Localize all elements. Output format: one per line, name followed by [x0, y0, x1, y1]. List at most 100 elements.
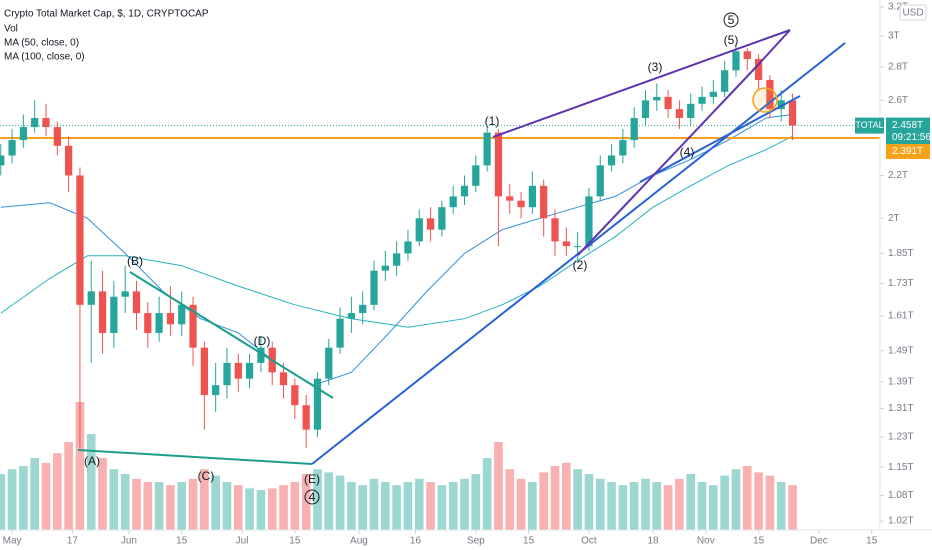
x-tick-label: Jul — [236, 536, 249, 547]
volume-bar — [335, 475, 345, 530]
candle-body — [562, 241, 570, 247]
volume-bar — [132, 478, 141, 530]
trend-line — [129, 271, 334, 399]
candle-body — [65, 145, 73, 176]
candle-body — [619, 140, 627, 156]
volume-bar — [188, 478, 198, 530]
volume-bar — [53, 453, 62, 530]
volume-bar — [505, 469, 515, 530]
wave-circle — [723, 12, 739, 28]
volume-bar — [154, 482, 164, 530]
volume-bar — [448, 482, 458, 530]
candle-body — [415, 218, 423, 242]
volume-bar — [607, 482, 616, 530]
candle-body — [483, 132, 491, 166]
candle-body — [166, 313, 175, 325]
candle-body — [404, 241, 412, 254]
candle-body — [641, 100, 650, 118]
volume-bar — [256, 490, 266, 530]
volume-bar — [200, 469, 209, 530]
x-tick-label: Oct — [581, 536, 597, 547]
y-tick-label: 1.23T — [888, 432, 914, 443]
volume-bar — [437, 485, 447, 530]
candle-body — [687, 103, 695, 118]
candle-body — [223, 362, 231, 386]
chart-title: Crypto Total Market Cap, $, 1D, CRYPTOCA… — [4, 9, 209, 20]
candle-body — [607, 155, 616, 166]
candle-body — [234, 362, 242, 379]
volume-bar — [482, 458, 492, 530]
candle-body — [573, 246, 582, 248]
candle-body — [460, 185, 469, 197]
y-tick-label: 1.85T — [888, 248, 914, 259]
volume-bar — [765, 475, 775, 530]
volume-bar — [539, 472, 548, 530]
volume-bar — [64, 442, 73, 530]
annotation: (1) — [485, 114, 500, 128]
y-tick-label: 1.02T — [888, 516, 914, 527]
annotation: (4) — [680, 145, 695, 159]
annotation: 4 — [309, 490, 316, 504]
x-tick-label: 15 — [753, 536, 765, 547]
candle-body — [0, 155, 5, 166]
candle-body — [31, 117, 39, 128]
x-tick-label: Jun — [121, 536, 137, 547]
header: Crypto Total Market Cap, $, 1D, CRYPTOCA… — [4, 4, 927, 63]
annotation: (3) — [648, 60, 663, 74]
candle-body — [200, 347, 208, 396]
candle-body — [528, 185, 536, 208]
candle-body — [291, 385, 299, 406]
candle-body — [144, 313, 152, 333]
volume-bar — [471, 474, 481, 530]
volume-bar — [652, 482, 662, 530]
volume-bar — [86, 434, 96, 530]
symbol-label: TOTAL — [855, 120, 883, 130]
currency-label: USD — [902, 8, 923, 19]
candle-body — [155, 313, 163, 333]
volume-bar — [313, 469, 322, 530]
volume-bar — [143, 482, 153, 530]
annotation: (E) — [304, 472, 320, 486]
candle-body — [540, 185, 548, 219]
y-tick-label: 3.2T — [888, 2, 908, 13]
volume-bar — [573, 469, 582, 530]
x-tick-label: Aug — [350, 536, 368, 547]
candle-body — [279, 372, 288, 386]
indicator-label: MA (100, close, 0) — [4, 52, 85, 63]
x-tick-label: 15 — [523, 536, 535, 547]
y-tick-label: 2.2T — [888, 170, 908, 181]
volume-bar — [233, 485, 243, 530]
volume-bar — [754, 472, 763, 530]
candle-body — [98, 291, 107, 333]
y-tick-label: 1.15T — [888, 462, 914, 473]
volume-bar — [584, 474, 594, 530]
volume-bar — [120, 474, 130, 530]
volume-bar — [663, 485, 673, 530]
candle-body — [76, 175, 84, 305]
drawings — [77, 12, 846, 505]
volume-bar — [109, 469, 119, 530]
candle-body — [754, 59, 763, 81]
volume-bar — [709, 485, 718, 530]
candle-body — [472, 165, 480, 186]
candle-body — [653, 96, 661, 101]
currency-badge[interactable] — [899, 4, 927, 21]
volume-bar — [166, 485, 175, 530]
candle-body — [438, 207, 446, 230]
trend-line — [639, 95, 801, 183]
candle-body — [302, 405, 310, 430]
candle-body — [245, 362, 254, 379]
indicator-label: MA (50, close, 0) — [4, 38, 79, 49]
volume-bar — [98, 458, 107, 530]
level-tag — [886, 144, 930, 160]
candle-body — [506, 196, 514, 201]
candle-body — [585, 196, 593, 247]
volume-bar — [562, 462, 571, 530]
indicator-label: Vol — [4, 24, 18, 35]
volume-bar — [279, 485, 288, 530]
volume-bar — [369, 478, 379, 530]
volume-bar — [211, 475, 220, 530]
volume-bar — [731, 469, 741, 530]
